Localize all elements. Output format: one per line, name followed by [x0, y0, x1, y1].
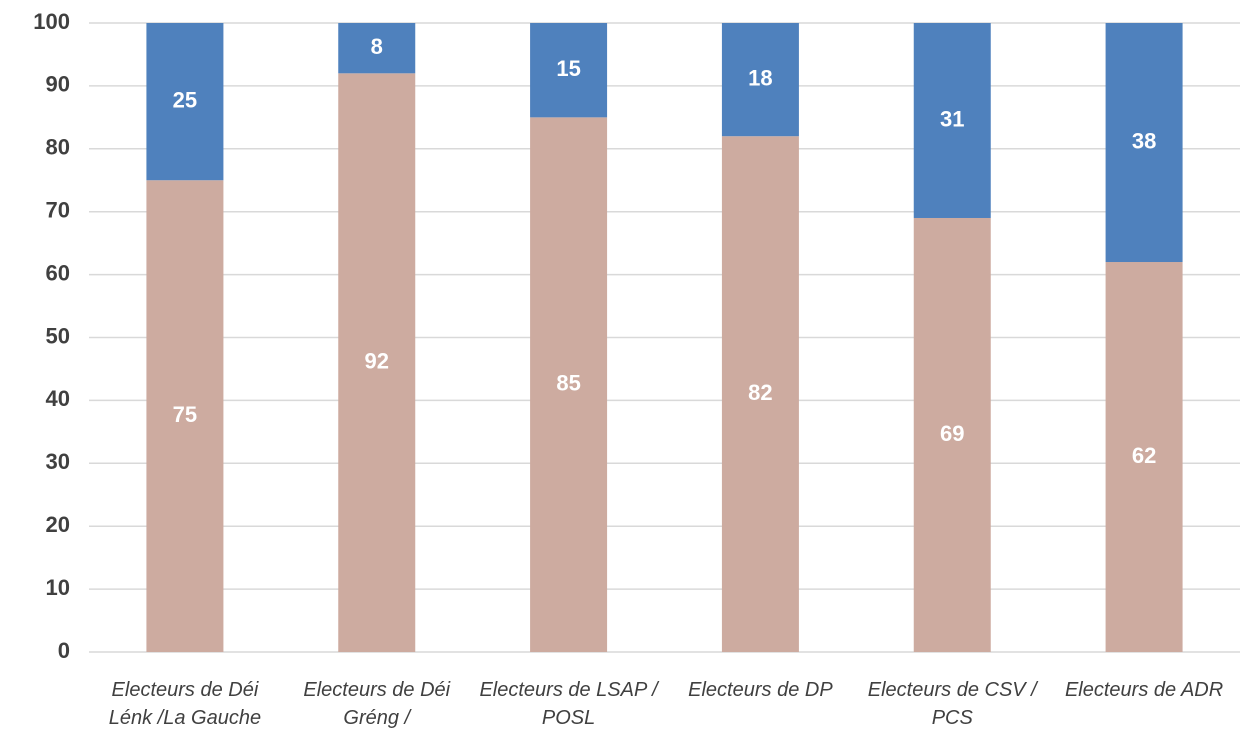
- bar-segment: [530, 117, 608, 653]
- x-tick-label: Electeurs de Déi Gréng /: [303, 679, 451, 729]
- data-label: 85: [556, 370, 580, 395]
- y-tick-label: 100: [33, 9, 70, 34]
- data-label: 31: [940, 106, 964, 131]
- y-tick-label: 70: [46, 198, 70, 223]
- data-label: 8: [371, 34, 383, 59]
- y-tick-label: 40: [46, 386, 70, 411]
- data-label: 15: [556, 56, 580, 81]
- bar-segment: [721, 136, 799, 653]
- x-tick-label: Electeurs de ADR: [1064, 679, 1224, 701]
- y-tick-label: 0: [58, 638, 70, 663]
- bar-segment: [1105, 262, 1183, 652]
- x-tick-label: Electeurs de Déi Lénk /La Gauche: [108, 679, 262, 729]
- x-tick-label: Electeurs de CSV / PCS: [867, 679, 1037, 729]
- x-tick-label: Electeurs de LSAP / POSL: [479, 679, 658, 729]
- data-label: 82: [748, 380, 772, 405]
- y-tick-label: 30: [46, 449, 70, 474]
- bar-segment: [1105, 23, 1183, 263]
- bar-segment: [338, 23, 416, 74]
- bar-segment: [338, 73, 416, 652]
- bar-segment: [146, 23, 224, 181]
- y-tick-label: 10: [46, 575, 70, 600]
- bar-segment: [530, 23, 608, 118]
- y-tick-label: 60: [46, 260, 70, 285]
- y-tick-label: 20: [46, 512, 70, 537]
- data-label: 38: [1132, 128, 1156, 153]
- bar-segment: [146, 180, 224, 652]
- data-label: 18: [748, 65, 772, 90]
- y-tick-label: 90: [46, 72, 70, 97]
- x-tick-label: Electeurs de DP: [688, 679, 833, 701]
- data-label: 62: [1132, 443, 1156, 468]
- bar-segment: [913, 23, 991, 218]
- y-tick-label: 80: [46, 135, 70, 160]
- data-label: 92: [365, 348, 389, 373]
- y-tick-label: 50: [46, 323, 70, 348]
- data-label: 69: [940, 421, 964, 446]
- data-label: 75: [173, 402, 197, 427]
- bar-segment: [913, 217, 991, 653]
- bar-segment: [721, 23, 799, 137]
- data-label: 25: [173, 87, 197, 112]
